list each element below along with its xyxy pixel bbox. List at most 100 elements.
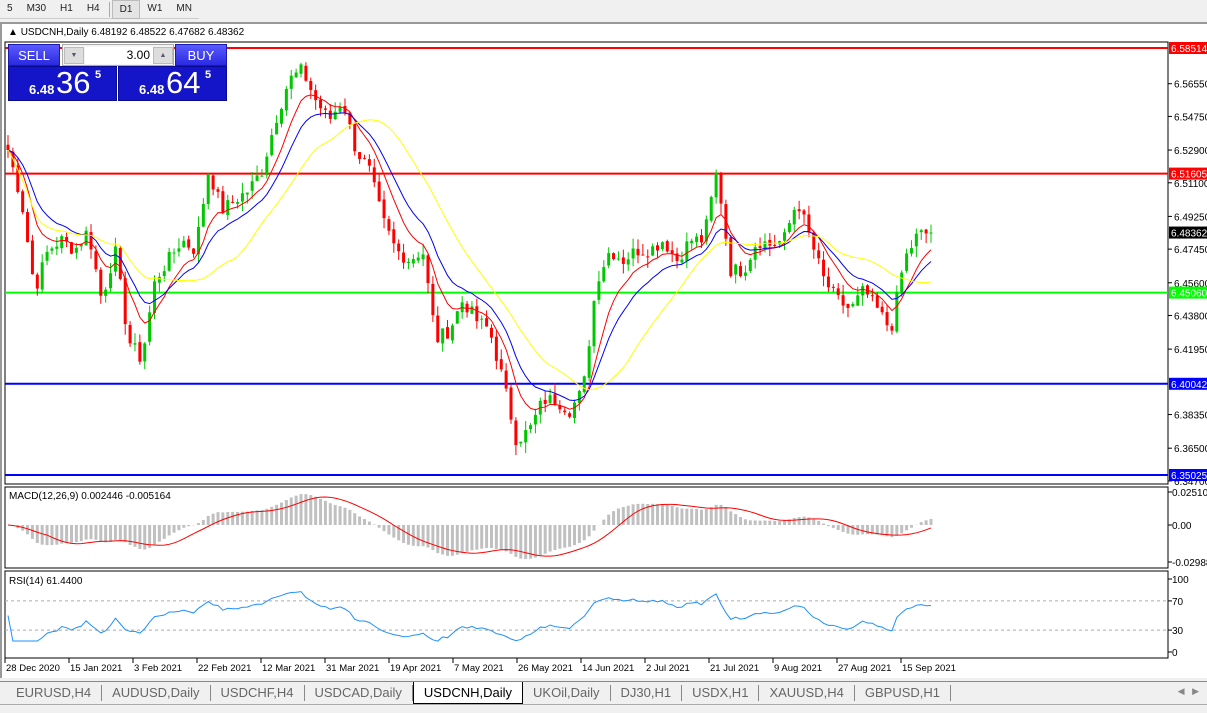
- macd-histogram-bar: [226, 511, 230, 525]
- tab-usdcad-daily[interactable]: USDCAD,Daily: [305, 685, 413, 701]
- candle-body: [494, 336, 498, 361]
- macd-histogram-bar: [372, 524, 376, 525]
- candle-body: [40, 262, 44, 290]
- candle-body: [929, 232, 933, 234]
- collapse-triangle-icon[interactable]: ▲: [8, 27, 18, 38]
- macd-histogram-bar: [421, 525, 425, 547]
- candle-body: [338, 106, 342, 112]
- macd-histogram-bar: [499, 525, 503, 550]
- macd-histogram-bar: [763, 520, 767, 525]
- tab-usdchf-h4[interactable]: USDCHF,H4: [211, 685, 305, 701]
- macd-histogram-bar: [753, 520, 757, 525]
- tab-xauusd-h4[interactable]: XAUUSD,H4: [759, 685, 855, 701]
- candle-body: [314, 90, 318, 101]
- buy-price-pips: 64: [166, 65, 201, 100]
- tab-audusd-daily[interactable]: AUDUSD,Daily: [102, 685, 211, 701]
- candle-body: [309, 81, 313, 91]
- macd-histogram-bar: [255, 510, 259, 525]
- increase-lot-icon[interactable]: ▲: [153, 47, 173, 64]
- macd-histogram-bar: [743, 519, 747, 525]
- candle-body: [900, 272, 904, 294]
- tab-scroll-arrows[interactable]: ◀ ▶: [1177, 686, 1199, 696]
- candle-body: [924, 229, 928, 234]
- macd-histogram-bar: [40, 525, 44, 545]
- candle-body: [602, 267, 606, 282]
- macd-histogram-bar: [919, 522, 923, 525]
- candle-body: [529, 425, 533, 430]
- candle-body: [846, 303, 850, 308]
- candle-body: [441, 328, 445, 344]
- decrease-lot-icon[interactable]: ▼: [64, 47, 84, 64]
- candle-body: [758, 246, 762, 248]
- timeframe-h4[interactable]: H4: [86, 3, 100, 14]
- tab-usdx-h1[interactable]: USDX,H1: [682, 685, 760, 701]
- candle-body: [812, 232, 816, 250]
- macd-pane: [4, 486, 1169, 569]
- buy-button[interactable]: BUY: [175, 44, 227, 66]
- sell-button[interactable]: SELL: [8, 44, 60, 66]
- timeframe-h1[interactable]: H1: [60, 3, 73, 14]
- macd-histogram-bar: [236, 511, 240, 525]
- lot-input[interactable]: 3.00: [85, 47, 153, 64]
- timeframe-5[interactable]: 5: [7, 3, 13, 14]
- sell-price-big: 6.48: [29, 82, 55, 97]
- candle-body: [211, 175, 215, 190]
- macd-histogram-bar: [729, 511, 733, 525]
- candle-body: [270, 135, 274, 155]
- tab-ukoil-daily[interactable]: UKOil,Daily: [523, 685, 611, 701]
- macd-histogram-bar: [411, 525, 415, 546]
- candle-body: [299, 64, 303, 74]
- macd-label: MACD(12,26,9) 0.002446 -0.005164: [9, 491, 171, 502]
- candle-body: [890, 326, 894, 331]
- candle-body: [724, 204, 728, 239]
- timeframe-mn[interactable]: MN: [176, 3, 192, 14]
- macd-histogram-bar: [812, 519, 816, 525]
- candle-body: [99, 269, 103, 296]
- sell-price[interactable]: 6.48 36 5: [8, 66, 117, 101]
- candle-body: [797, 209, 801, 212]
- macd-histogram-bar: [602, 519, 606, 525]
- candle-body: [699, 235, 703, 243]
- buy-price[interactable]: 6.48 64 5: [118, 66, 227, 101]
- macd-histogram-bar: [895, 525, 899, 536]
- chart-ohlc-text: USDCNH,Daily 6.48192 6.48522 6.47682 6.4…: [20, 27, 245, 38]
- macd-histogram-bar: [709, 507, 713, 525]
- macd-histogram-bar: [55, 525, 59, 545]
- lot-stepper[interactable]: ▼ 3.00 ▲: [62, 44, 174, 66]
- price-chart[interactable]: 6.56550 6.54750 6.52900 6.51100 6.49250 6.474…: [0, 0, 1207, 680]
- macd-histogram-bar: [778, 520, 782, 525]
- main-pane: [4, 41, 1169, 485]
- tab-dj30-h1[interactable]: DJ30,H1: [611, 685, 683, 701]
- timeframe-d1[interactable]: D1: [111, 0, 141, 19]
- macd-histogram-bar: [377, 525, 381, 528]
- candle-body: [787, 223, 791, 232]
- candle-body: [856, 295, 860, 306]
- candle-body: [465, 303, 469, 313]
- tab-gbpusd-h1[interactable]: GBPUSD,H1: [855, 685, 951, 701]
- candle-body: [519, 441, 523, 444]
- candle-body: [6, 144, 10, 151]
- x-tick-label: 19 Apr 2021: [390, 663, 441, 674]
- candle-body: [480, 318, 484, 320]
- tab-usdcnh-daily[interactable]: USDCNH,Daily: [412, 682, 524, 704]
- candle-body: [621, 257, 625, 264]
- macd-histogram-bar: [680, 508, 684, 525]
- macd-histogram-bar: [304, 494, 308, 525]
- macd-histogram-bar: [489, 525, 493, 548]
- x-tick-label: 28 Dec 2020: [6, 663, 60, 674]
- candle-body: [363, 158, 367, 160]
- candle-body: [489, 327, 493, 338]
- macd-histogram-bar: [861, 525, 865, 535]
- candle-body: [162, 271, 166, 276]
- level-price-label: 6.40042: [1171, 380, 1207, 391]
- macd-histogram-bar: [475, 525, 479, 550]
- candle-body: [372, 167, 376, 183]
- macd-histogram-bar: [719, 504, 723, 525]
- macd-histogram-bar: [592, 525, 596, 531]
- tab-eurusd-h4[interactable]: EURUSD,H4: [6, 685, 103, 701]
- macd-histogram-bar: [319, 498, 323, 525]
- macd-histogram-bar: [69, 525, 73, 543]
- timeframe-m30[interactable]: M30: [26, 3, 47, 14]
- timeframe-w1[interactable]: W1: [147, 3, 163, 14]
- candle-body: [548, 395, 552, 404]
